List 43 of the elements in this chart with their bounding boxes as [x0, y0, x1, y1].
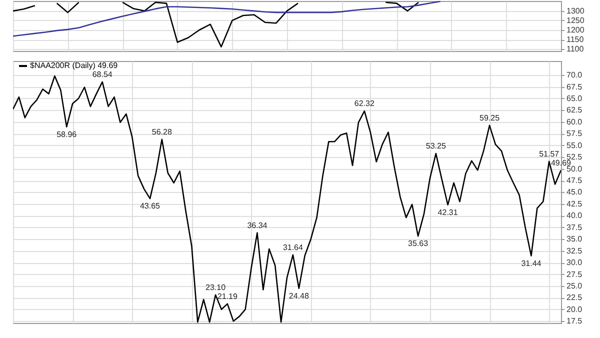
y-tick-label: 1200: [566, 26, 585, 35]
y-tick-label: 22.5: [566, 293, 583, 302]
data-label: 62.32: [354, 99, 375, 108]
y-tick-label: 37.5: [566, 222, 583, 232]
y-tick-label: 70.0: [566, 70, 583, 80]
y-tick-label: 35.0: [566, 234, 583, 244]
data-label: 36.34: [247, 220, 268, 230]
y-tick-label: 25.0: [566, 281, 583, 290]
y-tick-label: 1300: [566, 6, 585, 16]
data-label: 42.31: [438, 208, 458, 217]
data-label: 31.64: [282, 242, 304, 252]
data-label: 59.25: [480, 113, 500, 122]
y-tick-label: 20.0: [566, 304, 583, 314]
y-tick-label: 30.0: [566, 258, 583, 268]
data-label: 31.44: [521, 258, 542, 268]
data-label: 53.25: [426, 142, 446, 151]
data-label: 58.96: [56, 130, 78, 139]
y-tick-label: 42.5: [566, 199, 583, 208]
y-tick-label: 1150: [566, 35, 584, 44]
y-tick-label: 57.5: [566, 129, 583, 138]
legend-label: $NAA200R (Daily) 49.69: [30, 61, 118, 70]
y-tick-label: 67.5: [566, 82, 583, 92]
y-tick-label: 47.5: [566, 176, 583, 186]
data-label: 23.10: [206, 282, 226, 292]
y-tick-label: 60.0: [566, 117, 583, 126]
y-tick-label: 65.0: [566, 94, 583, 103]
line-series: [13, 1, 442, 37]
y-tick-label: 62.5: [566, 106, 583, 115]
y-tick-label: 27.5: [566, 270, 583, 279]
data-label: 43.65: [140, 202, 161, 211]
y-tick-label: 32.5: [566, 246, 583, 256]
y-tick-label: 45.0: [566, 188, 583, 197]
data-label: 35.63: [408, 239, 429, 248]
y-tick-label: 1250: [566, 16, 585, 25]
data-label: 51.57: [539, 149, 560, 158]
data-label: 56.28: [152, 127, 172, 136]
data-label: 24.48: [288, 291, 310, 300]
data-label: 68.54: [92, 70, 113, 79]
y-tick-label: 17.5: [566, 316, 583, 326]
data-label: 21.19: [217, 292, 238, 301]
y-tick-label: 40.0: [566, 211, 583, 220]
y-tick-label: 55.0: [566, 140, 583, 150]
y-tick-label: 1100: [566, 44, 584, 54]
